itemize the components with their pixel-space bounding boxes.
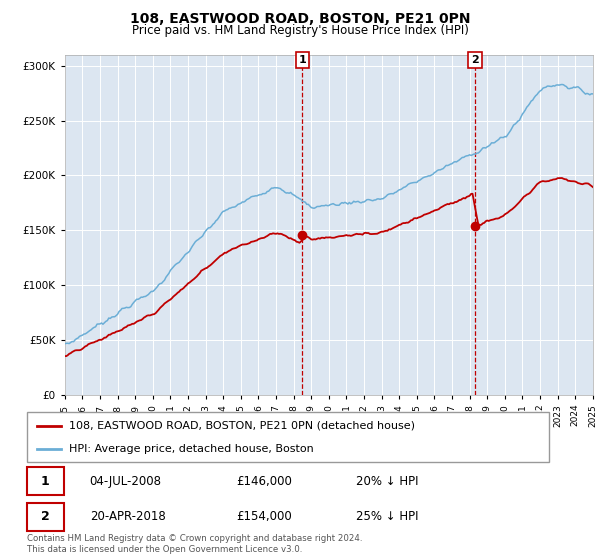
- Text: £154,000: £154,000: [236, 510, 292, 523]
- Text: 20-APR-2018: 20-APR-2018: [89, 510, 166, 523]
- Text: 1: 1: [299, 55, 306, 65]
- Bar: [27, 503, 64, 531]
- Text: 20% ↓ HPI: 20% ↓ HPI: [356, 475, 418, 488]
- Text: Price paid vs. HM Land Registry's House Price Index (HPI): Price paid vs. HM Land Registry's House …: [131, 24, 469, 37]
- Text: HPI: Average price, detached house, Boston: HPI: Average price, detached house, Bost…: [69, 445, 314, 454]
- Text: 108, EASTWOOD ROAD, BOSTON, PE21 0PN: 108, EASTWOOD ROAD, BOSTON, PE21 0PN: [130, 12, 470, 26]
- Text: 2: 2: [41, 510, 50, 523]
- Text: 1: 1: [41, 475, 50, 488]
- Text: 108, EASTWOOD ROAD, BOSTON, PE21 0PN (detached house): 108, EASTWOOD ROAD, BOSTON, PE21 0PN (de…: [69, 421, 415, 431]
- Text: 04-JUL-2008: 04-JUL-2008: [89, 475, 161, 488]
- Text: 2: 2: [471, 55, 479, 65]
- Text: £146,000: £146,000: [236, 475, 292, 488]
- Text: 25% ↓ HPI: 25% ↓ HPI: [356, 510, 418, 523]
- Bar: [27, 467, 64, 495]
- Text: Contains HM Land Registry data © Crown copyright and database right 2024.
This d: Contains HM Land Registry data © Crown c…: [27, 534, 362, 554]
